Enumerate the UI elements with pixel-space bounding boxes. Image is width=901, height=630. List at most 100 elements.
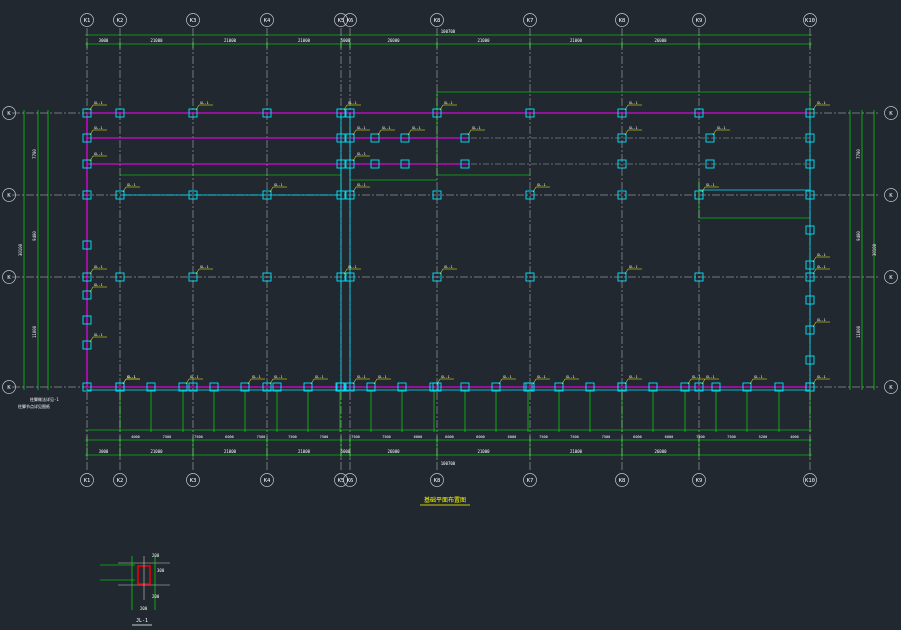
grid-bubble-label: K5 xyxy=(338,478,345,484)
column xyxy=(82,133,92,143)
grid-bubble-label: K xyxy=(7,193,11,199)
tag-leader xyxy=(624,268,629,275)
column xyxy=(366,382,376,392)
tag-leader xyxy=(89,268,94,275)
column xyxy=(460,159,470,169)
column xyxy=(805,355,815,365)
grid-bubble xyxy=(884,380,898,394)
right-span-dim: 9400 xyxy=(856,231,861,241)
grid-bubble-label: K2 xyxy=(117,18,124,24)
bottom-span-dim: 21000 xyxy=(298,449,311,454)
column xyxy=(617,108,627,118)
columns xyxy=(82,108,815,392)
tag-leader xyxy=(561,378,566,385)
left-span-dim: 7700 xyxy=(32,149,37,159)
tag-leader xyxy=(532,378,537,385)
grid-bubble xyxy=(343,473,357,487)
node-tag-label: GL-1 xyxy=(817,101,826,105)
tag-leader xyxy=(89,155,94,162)
grid-bubble-label: K4 xyxy=(264,478,271,484)
column xyxy=(303,382,313,392)
top-span-dim: 21000 xyxy=(224,38,237,43)
column xyxy=(805,190,815,200)
right-span-dim: 7700 xyxy=(856,149,861,159)
grid-bubble xyxy=(334,473,348,487)
bottom-detail-dim: 5200 xyxy=(759,435,768,439)
node-tag-label: GL-1 xyxy=(357,126,366,130)
node-tag-label: GL-1 xyxy=(537,375,546,379)
bottom-span-dim: 21000 xyxy=(150,449,163,454)
grid-bubble-label: K5 xyxy=(338,18,345,24)
column xyxy=(82,240,92,250)
tag-leader xyxy=(269,378,274,385)
column xyxy=(345,272,355,282)
node-tag-label: GL-1 xyxy=(817,265,826,269)
column xyxy=(525,190,535,200)
tag-leader xyxy=(532,186,537,193)
column xyxy=(805,225,815,235)
tag-leader xyxy=(195,268,200,275)
tag-leader xyxy=(122,186,127,193)
column xyxy=(617,133,627,143)
tag-leader xyxy=(343,268,348,275)
column xyxy=(525,108,535,118)
top-span-dim: 5000 xyxy=(341,38,351,43)
column xyxy=(554,382,564,392)
grid-bubble xyxy=(803,473,817,487)
bottom-detail-dim: 4000 xyxy=(790,435,799,439)
grid-bubble xyxy=(260,473,274,487)
grid-bubble xyxy=(884,270,898,284)
column xyxy=(115,272,125,282)
column xyxy=(460,382,470,392)
node-tag-label: GL-1 xyxy=(348,101,357,105)
bottom-detail-dim: 7500 xyxy=(163,435,172,439)
dimension-outline xyxy=(437,91,811,113)
grid-bubble-label: K3 xyxy=(190,478,197,484)
beam-lines xyxy=(86,112,811,391)
node-tag-label: GL-1 xyxy=(817,318,826,322)
column xyxy=(82,340,92,350)
node-tag-label: GL-1 xyxy=(566,375,575,379)
node-tag-label: GL-1 xyxy=(692,375,701,379)
node-tag-label: GL-1 xyxy=(717,126,726,130)
bottom-detail-dim: 7500 xyxy=(696,435,705,439)
node-tag-label: GL-1 xyxy=(274,375,283,379)
node-tag-label: GL-1 xyxy=(357,152,366,156)
dimension-outline xyxy=(698,180,810,219)
tag-leader xyxy=(812,378,817,385)
column xyxy=(523,382,533,392)
tag-leader xyxy=(89,336,94,343)
column xyxy=(272,382,282,392)
grid-bubble-label: K3 xyxy=(190,18,197,24)
node-tag-label: GL-1 xyxy=(378,375,387,379)
column xyxy=(397,382,407,392)
column xyxy=(705,159,715,169)
column xyxy=(115,382,125,392)
column xyxy=(345,108,355,118)
grid-bubble xyxy=(113,13,127,27)
column xyxy=(805,295,815,305)
right-span-dim: 11000 xyxy=(856,325,861,338)
node-tag-label: GL-1 xyxy=(537,183,546,187)
node-tag-label: GL-1 xyxy=(94,152,103,156)
column xyxy=(400,133,410,143)
tag-leader xyxy=(352,186,357,193)
grid-bubble-label: K xyxy=(889,193,893,199)
detail-jl1: 200 300 200 200 JL-1 xyxy=(100,553,170,626)
tag-leader xyxy=(269,186,274,193)
grid-bubble-label: K7 xyxy=(527,18,534,24)
tag-leader xyxy=(749,378,754,385)
grid-bubble xyxy=(2,106,16,120)
grid-bubble xyxy=(884,106,898,120)
column xyxy=(209,382,219,392)
grid-bubble xyxy=(615,473,629,487)
grid-bubble xyxy=(260,13,274,27)
tag-leader xyxy=(701,186,706,193)
column xyxy=(805,108,815,118)
node-tag-label: GL-1 xyxy=(817,375,826,379)
node-tag-label: GL-1 xyxy=(94,101,103,105)
bottom-detail-dim: 7500 xyxy=(257,435,266,439)
tag-leader xyxy=(89,286,94,293)
column xyxy=(336,190,346,200)
